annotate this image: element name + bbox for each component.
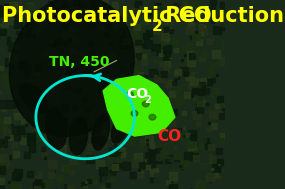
Circle shape (131, 111, 138, 116)
Text: Photocatalytic CO: Photocatalytic CO (2, 6, 212, 26)
Circle shape (149, 114, 156, 120)
Text: 2: 2 (151, 19, 162, 34)
Circle shape (142, 101, 149, 107)
Text: TN, 450: TN, 450 (49, 55, 110, 69)
Text: CO: CO (127, 88, 149, 101)
Ellipse shape (19, 84, 48, 113)
Polygon shape (103, 76, 175, 136)
Ellipse shape (46, 108, 66, 149)
Ellipse shape (111, 110, 131, 143)
Text: 2: 2 (144, 95, 151, 105)
Ellipse shape (9, 0, 134, 136)
Ellipse shape (69, 117, 87, 155)
Circle shape (127, 92, 133, 97)
Text: CO: CO (157, 129, 181, 144)
Ellipse shape (92, 115, 109, 150)
Text: Reduction: Reduction (158, 6, 284, 26)
